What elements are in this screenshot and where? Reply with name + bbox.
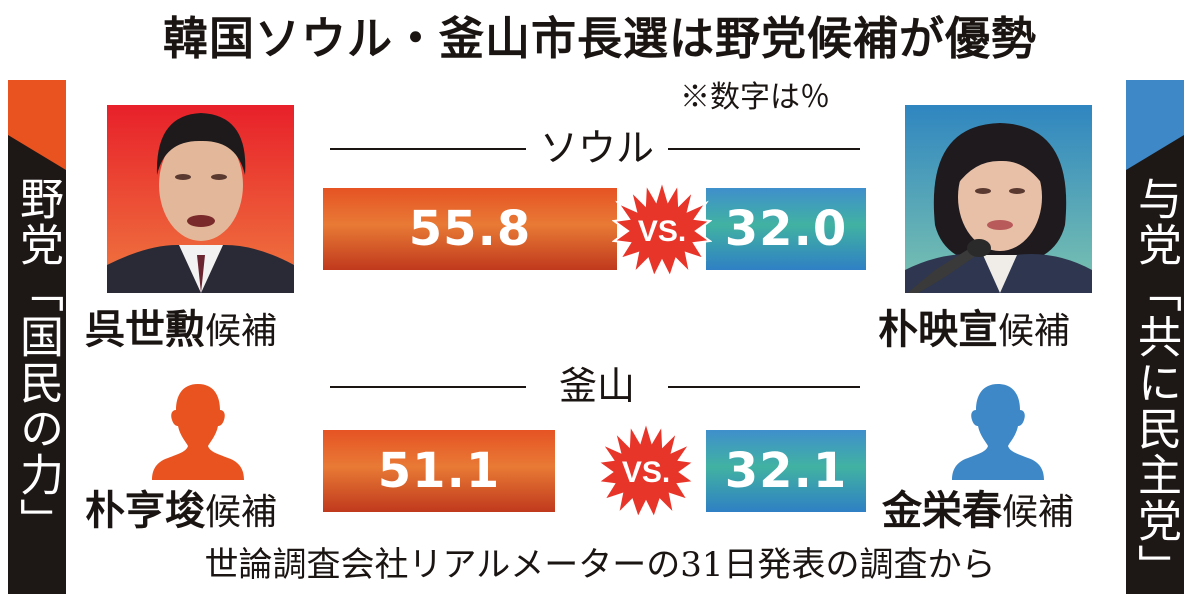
busan-ruling-value: 32.1 xyxy=(724,443,848,499)
busan-divider-left xyxy=(330,386,526,388)
svg-text:VS.: VS. xyxy=(638,215,686,248)
party-color-cap xyxy=(8,80,66,170)
right-party-panel: 与党「共に民主党」 xyxy=(1126,80,1184,594)
candidate-name: 呉世勲 xyxy=(85,307,205,353)
busan-divider-right xyxy=(668,386,860,388)
candidate-photo-opposition-seoul xyxy=(107,105,294,293)
portrait-icon xyxy=(905,105,1092,293)
seoul-ruling-candidate: 朴映宣候補 xyxy=(878,305,1070,357)
busan-ruling-avatar xyxy=(948,382,1048,482)
svg-text:VS.: VS. xyxy=(622,456,670,489)
candidate-photo-ruling-seoul xyxy=(905,105,1092,293)
busan-opposition-bar: 51.1 xyxy=(323,430,555,512)
seoul-ruling-value: 32.0 xyxy=(724,201,848,257)
candidate-suffix: 候補 xyxy=(1002,492,1075,533)
seoul-divider-left xyxy=(330,148,526,150)
candidate-name: 朴亨埈 xyxy=(85,488,205,534)
busan-ruling-bar: 32.1 xyxy=(706,430,866,512)
starburst-icon: VS. xyxy=(611,177,713,280)
person-silhouette-icon xyxy=(152,384,244,480)
busan-ruling-candidate: 金栄春候補 xyxy=(882,486,1074,538)
portrait-icon xyxy=(107,105,294,293)
candidate-suffix: 候補 xyxy=(205,492,278,533)
page-title: 韓国ソウル・釜山市長選は野党候補が優勢 xyxy=(162,12,1037,65)
candidate-suffix: 候補 xyxy=(205,311,278,352)
seoul-opposition-value: 55.8 xyxy=(408,201,532,257)
left-party-panel: 野党「国民の力」 xyxy=(8,80,66,594)
starburst-icon: VS. xyxy=(595,418,697,521)
unit-note: ※数字は％ xyxy=(680,80,830,115)
person-silhouette-icon xyxy=(952,384,1044,480)
candidate-suffix: 候補 xyxy=(998,311,1071,352)
candidate-name: 金栄春 xyxy=(882,488,1002,534)
source-note: 世論調査会社リアルメーターの31日発表の調査から xyxy=(204,545,996,585)
busan-opposition-candidate: 朴亨埈候補 xyxy=(85,486,277,538)
busan-vs-burst: VS. xyxy=(595,418,697,521)
right-party-label: 与党「共に民主党」 xyxy=(1130,176,1181,590)
seoul-divider-right xyxy=(668,148,860,150)
candidate-name: 朴映宣 xyxy=(878,307,998,353)
seoul-label: ソウル xyxy=(534,126,660,170)
seoul-opposition-candidate: 呉世勲候補 xyxy=(85,305,277,357)
left-party-label: 野党「国民の力」 xyxy=(12,176,63,544)
busan-label: 釜山 xyxy=(534,364,660,408)
busan-opposition-avatar xyxy=(148,382,248,482)
seoul-opposition-bar: 55.8 xyxy=(323,188,617,270)
seoul-vs-burst: VS. xyxy=(611,177,713,280)
party-color-cap xyxy=(1126,80,1184,170)
seoul-ruling-bar: 32.0 xyxy=(706,188,866,270)
busan-opposition-value: 51.1 xyxy=(377,443,501,499)
